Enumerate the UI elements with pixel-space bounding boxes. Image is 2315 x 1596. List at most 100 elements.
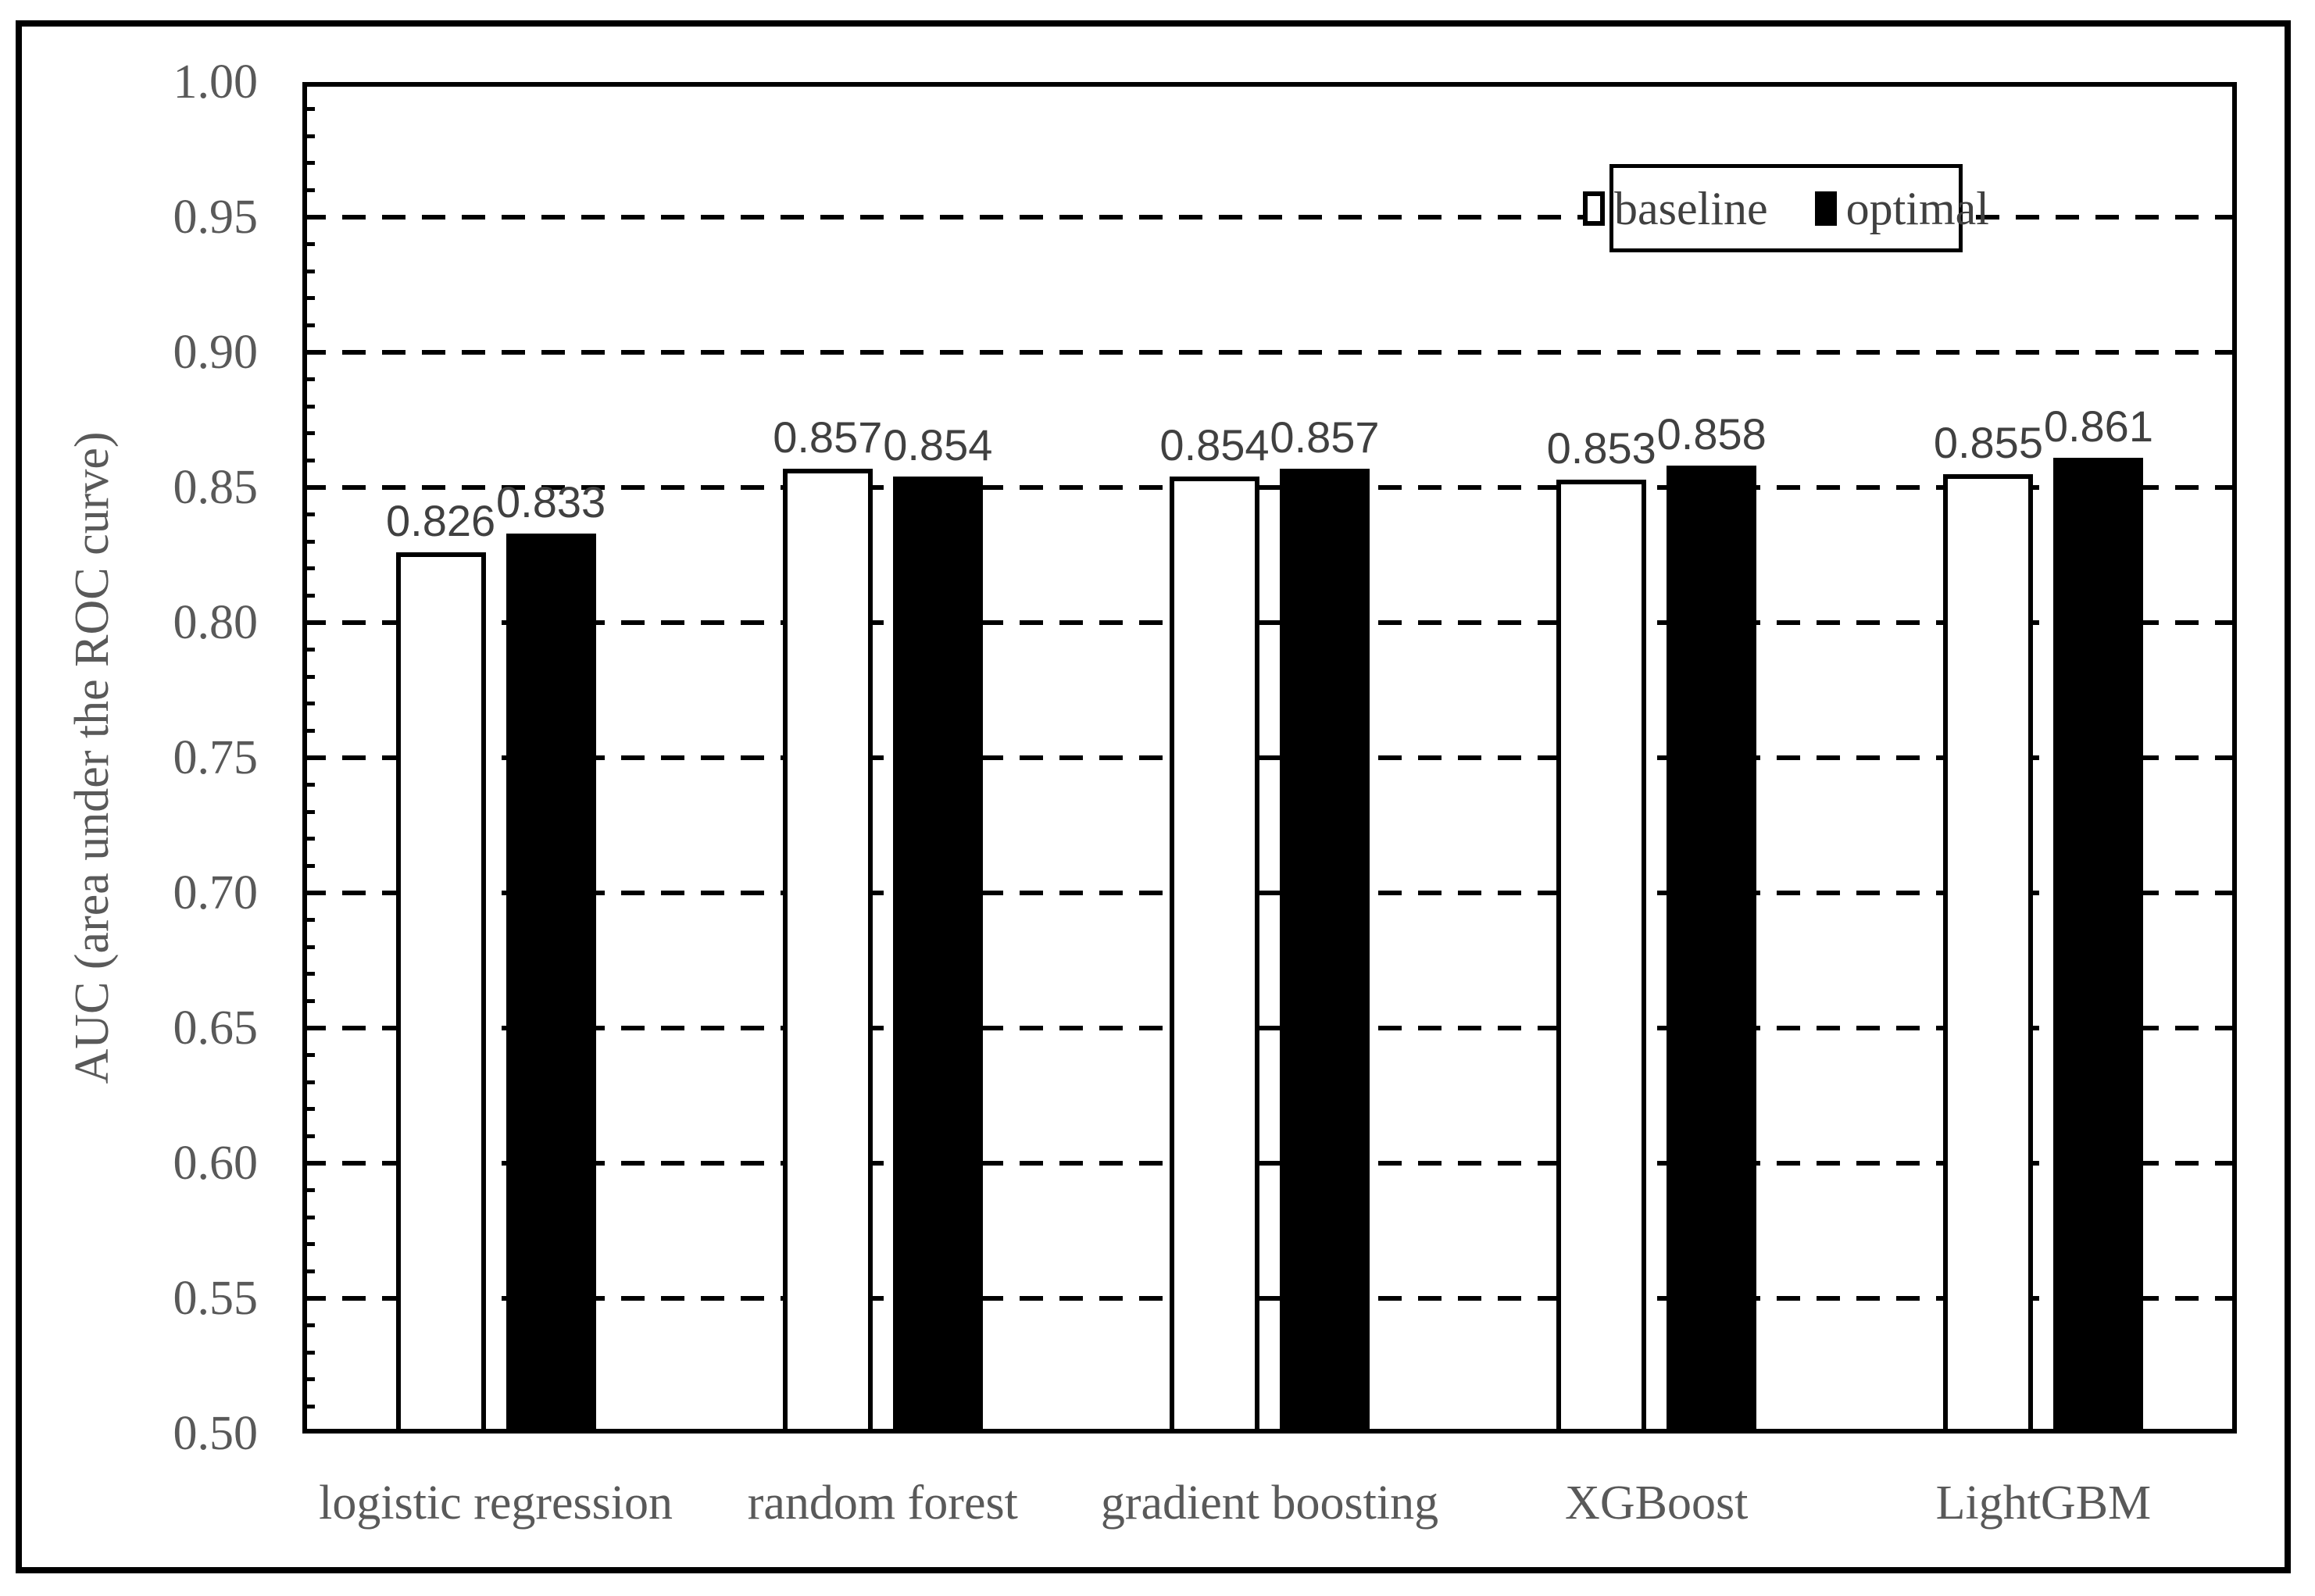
data-label-baseline-lightgbm: 0.855 [1933, 417, 2043, 467]
gridline-0.55 [302, 1296, 2237, 1301]
bar-optimal-random-forest [892, 477, 983, 1434]
y-axis-tick [302, 1080, 315, 1084]
y-axis-tick [302, 755, 315, 760]
y-axis-tick [302, 1107, 315, 1112]
y-axis-tick [302, 918, 315, 923]
gridline-0.70 [302, 891, 2237, 895]
y-axis-tick [302, 404, 315, 409]
gridline-0.85 [302, 485, 2237, 490]
y-axis-tick [302, 1269, 315, 1273]
y-tick-label-0.85: 0.85 [173, 461, 259, 514]
bar-baseline-logistic-regression [395, 552, 486, 1434]
data-label-optimal-lightgbm: 0.861 [2043, 401, 2153, 451]
y-axis-tick [302, 702, 315, 706]
bar-baseline-gradient-boosting [1170, 477, 1259, 1434]
y-axis-tick [302, 1188, 315, 1193]
bar-baseline-random-forest [782, 468, 873, 1434]
legend-label-optimal: optimal [1845, 182, 1989, 234]
y-axis-tick [302, 1296, 315, 1301]
y-axis-tick [302, 269, 315, 273]
category-label-lightgbm: LightGBM [1935, 1476, 2152, 1530]
data-label-optimal-xgboost: 0.858 [1656, 409, 1767, 459]
bar-optimal-gradient-boosting [1280, 468, 1370, 1434]
y-axis-tick [302, 512, 315, 517]
bar-optimal-xgboost [1667, 466, 1757, 1434]
legend-label-baseline: baseline [1614, 182, 1768, 234]
data-label-baseline-gradient-boosting: 0.854 [1159, 420, 1270, 470]
bar-optimal-lightgbm [2053, 457, 2144, 1434]
data-label-optimal-logistic-regression: 0.833 [496, 477, 606, 527]
y-axis-tick [302, 1350, 315, 1355]
y-tick-label-0.50: 0.50 [173, 1407, 259, 1460]
y-tick-label-0.90: 0.90 [173, 326, 259, 379]
y-axis-tick [302, 620, 315, 625]
y-tick-label-0.70: 0.70 [173, 866, 259, 919]
y-axis-tick [302, 242, 315, 247]
y-axis-tick [302, 809, 315, 814]
y-axis-tick [302, 296, 315, 301]
y-tick-label-0.55: 0.55 [173, 1272, 259, 1325]
y-axis-tick [302, 1053, 315, 1058]
figure-border [16, 20, 2291, 1573]
y-axis-tick [302, 1404, 315, 1409]
gridline-0.65 [302, 1026, 2237, 1030]
y-axis-tick [302, 566, 315, 571]
y-tick-label-0.60: 0.60 [173, 1137, 259, 1190]
y-axis-tick [302, 1323, 315, 1328]
gridline-0.80 [302, 620, 2237, 625]
data-label-optimal-gradient-boosting: 0.857 [1270, 412, 1380, 462]
y-axis-tick [302, 161, 315, 166]
y-axis-tick [302, 539, 315, 544]
y-axis-tick [302, 837, 315, 841]
category-label-gradient-boosting: gradient boosting [1100, 1476, 1439, 1530]
data-label-baseline-logistic-regression: 0.826 [386, 496, 496, 546]
y-axis-tick [302, 187, 315, 192]
y-tick-label-0.75: 0.75 [173, 731, 259, 784]
gridline-0.75 [302, 755, 2237, 760]
legend-swatch-baseline-icon [1583, 191, 1606, 226]
y-tick-label-0.95: 0.95 [173, 191, 259, 244]
y-axis-tick [302, 1377, 315, 1382]
y-axis-tick [302, 1242, 315, 1247]
gridline-0.95 [302, 215, 2237, 220]
legend-item-baseline: baseline [1583, 185, 1768, 232]
y-axis-tick [302, 783, 315, 787]
y-axis-tick [302, 323, 315, 327]
y-axis-tick [302, 728, 315, 733]
y-axis-tick [302, 998, 315, 1003]
y-axis-tick [302, 485, 315, 490]
y-tick-label-0.65: 0.65 [173, 1002, 259, 1055]
y-axis-tick [302, 1026, 315, 1030]
category-label-xgboost: XGBoost [1565, 1476, 1749, 1530]
y-axis-tick [302, 431, 315, 436]
legend: baseline optimal [1583, 164, 1989, 252]
y-axis-tick [302, 377, 315, 382]
bar-optimal-logistic-regression [506, 533, 596, 1434]
y-axis-tick [302, 648, 315, 652]
y-axis-tick [302, 593, 315, 598]
y-axis-tick [302, 972, 315, 977]
y-tick-label-0.80: 0.80 [173, 596, 259, 649]
y-axis-tick [302, 944, 315, 949]
category-label-logistic-regression: logistic regression [319, 1476, 673, 1530]
bar-baseline-lightgbm [1943, 473, 2034, 1434]
y-axis-tick [302, 350, 315, 355]
gridline-0.60 [302, 1161, 2237, 1166]
y-axis-tick [302, 891, 315, 895]
gridline-0.90 [302, 350, 2237, 355]
y-axis-tick [302, 107, 315, 112]
y-axis-tick [302, 1161, 315, 1166]
category-label-random-forest: random forest [747, 1476, 1018, 1530]
y-axis-tick [302, 1134, 315, 1138]
y-axis-tick [302, 863, 315, 868]
data-label-optimal-random-forest: 0.854 [883, 420, 993, 470]
bar-baseline-xgboost [1556, 479, 1647, 1434]
y-axis-tick [302, 215, 315, 220]
y-tick-label-1.00: 1.00 [173, 55, 259, 109]
plot-area: 0.826 0.833 0.857 0.854 0.854 0.857 0.853 0.858… [302, 82, 2237, 1434]
y-axis-tick [302, 458, 315, 462]
data-label-baseline-random-forest: 0.857 [773, 412, 883, 462]
data-label-baseline-xgboost: 0.853 [1546, 423, 1656, 473]
y-axis-tick [302, 674, 315, 679]
